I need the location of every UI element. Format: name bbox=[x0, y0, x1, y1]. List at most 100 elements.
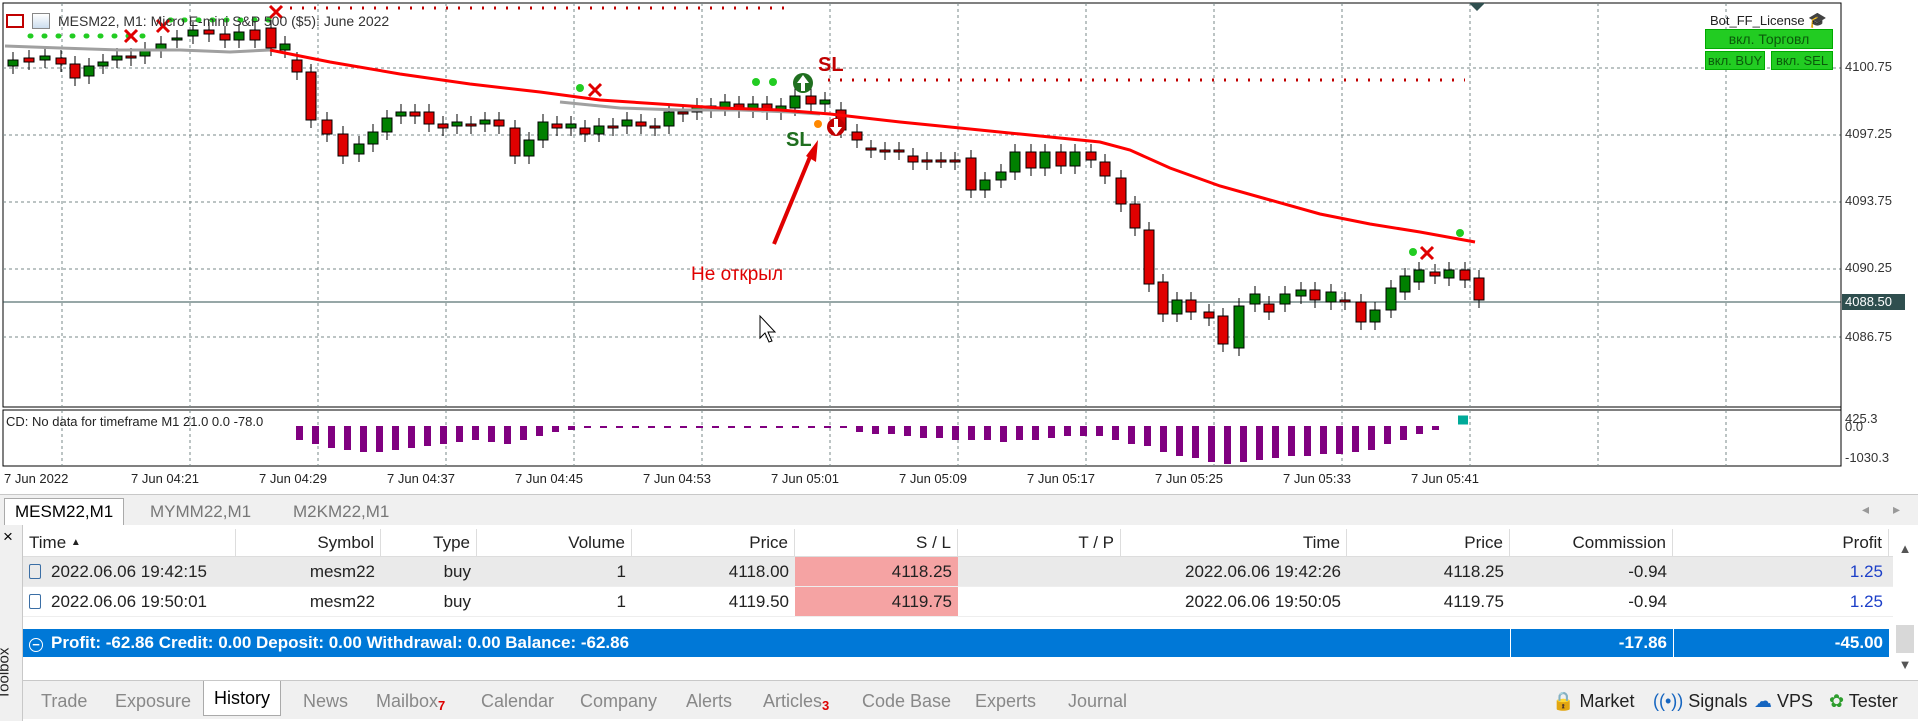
cell-price: 4118.00 bbox=[728, 562, 789, 581]
histogram-bar bbox=[760, 426, 767, 428]
col-volume[interactable]: Volume bbox=[477, 529, 632, 556]
tab-m2km22[interactable]: M2KM22,M1 bbox=[293, 502, 390, 521]
col-commission[interactable]: Commission bbox=[1510, 529, 1673, 556]
trade-toggle-button[interactable]: вкл. Торговл bbox=[1705, 29, 1833, 49]
cell-price: 4119.50 bbox=[728, 592, 789, 611]
candle bbox=[1295, 289, 1307, 297]
time-label: 7 Jun 05:33 bbox=[1283, 471, 1351, 486]
tab-code-base[interactable]: Code Base bbox=[862, 691, 952, 711]
indicator-label: CD: No data for timeframe M1 21.0 0.0 -7… bbox=[6, 414, 264, 429]
tabs-scroll-left-icon[interactable]: ◂ bbox=[1862, 501, 1870, 517]
candle bbox=[97, 61, 109, 67]
collapse-icon[interactable]: − bbox=[29, 638, 43, 652]
market-button[interactable]: 🔒 Market bbox=[1552, 691, 1634, 712]
vps-button[interactable]: ☁ VPS bbox=[1754, 691, 1813, 712]
col-time[interactable]: Time ▲ bbox=[23, 529, 236, 556]
tab-company[interactable]: Company bbox=[580, 691, 658, 711]
scrollbar-thumb[interactable] bbox=[1896, 625, 1914, 653]
candle bbox=[125, 55, 137, 59]
histogram-bar bbox=[1016, 426, 1023, 440]
tab-trade[interactable]: Trade bbox=[41, 691, 88, 711]
tab-exposure[interactable]: Exposure bbox=[115, 691, 192, 711]
histogram-bar bbox=[824, 426, 831, 428]
sell-toggle-button[interactable]: вкл. SEL bbox=[1771, 51, 1833, 70]
document-icon bbox=[29, 594, 41, 609]
candle bbox=[1339, 299, 1351, 303]
buy-toggle-button[interactable]: вкл. BUY bbox=[1705, 51, 1765, 70]
tab-mymm22[interactable]: MYMM22,M1 bbox=[150, 502, 252, 521]
histogram-bar bbox=[664, 426, 671, 428]
col-symbol[interactable]: Symbol bbox=[236, 529, 381, 556]
chart-canvas[interactable] bbox=[0, 0, 1918, 494]
histogram-bar bbox=[1192, 426, 1199, 458]
tab-mailbox-label: Mailbox bbox=[376, 691, 439, 711]
histogram-bar bbox=[344, 426, 351, 450]
chart-icon[interactable] bbox=[32, 13, 50, 29]
candle bbox=[1309, 289, 1321, 301]
candle bbox=[621, 119, 633, 127]
price-label: 4086.75 bbox=[1845, 329, 1892, 344]
scroll-up-icon[interactable]: ▲ bbox=[1898, 541, 1912, 556]
col-sl[interactable]: S / L bbox=[795, 529, 958, 556]
col-profit[interactable]: Profit bbox=[1673, 529, 1889, 556]
summary-text: Profit: -62.86 Credit: 0.00 Deposit: 0.0… bbox=[51, 633, 630, 652]
col-type[interactable]: Type bbox=[381, 529, 477, 556]
summary-row[interactable]: − Profit: -62.86 Credit: 0.00 Deposit: 0.… bbox=[23, 629, 1889, 657]
tab-alerts[interactable]: Alerts bbox=[686, 691, 733, 711]
sl-label-bottom: SL bbox=[786, 129, 812, 151]
toolbox-close-icon[interactable]: × bbox=[3, 527, 13, 546]
candle bbox=[1157, 281, 1169, 315]
candle bbox=[1325, 291, 1337, 303]
scroll-down-icon[interactable]: ▼ bbox=[1898, 657, 1912, 672]
tab-news[interactable]: News bbox=[303, 691, 349, 711]
chart-title-bar: MESM22, M1: Micro E-mini S&P 500 ($5): J… bbox=[6, 10, 389, 32]
tabs-scroll-right-icon[interactable]: ▸ bbox=[1893, 501, 1901, 517]
tab-journal[interactable]: Journal bbox=[1068, 691, 1128, 711]
col-close-time[interactable]: Time bbox=[1121, 529, 1347, 556]
candle bbox=[381, 117, 393, 133]
histogram-bar bbox=[584, 426, 591, 428]
col-price[interactable]: Price bbox=[632, 529, 795, 556]
table-row[interactable]: 2022.06.06 19:42:15 mesm22 buy 1 4118.00… bbox=[23, 557, 1893, 587]
cell-profit: 1.25 bbox=[1849, 592, 1883, 611]
candle bbox=[649, 125, 661, 129]
candle bbox=[1009, 151, 1021, 173]
candle bbox=[879, 149, 891, 153]
license-text: Bot_FF_License bbox=[1710, 13, 1805, 28]
tester-label: Tester bbox=[1848, 691, 1898, 711]
candle bbox=[39, 55, 51, 61]
candle bbox=[1185, 299, 1197, 313]
histogram-bar bbox=[408, 426, 415, 448]
tab-history[interactable]: History bbox=[203, 681, 282, 716]
chart-title: MESM22, M1: Micro E-mini S&P 500 ($5): J… bbox=[58, 13, 390, 29]
menu-icon[interactable] bbox=[6, 14, 24, 28]
price-chart[interactable]: MESM22, M1: Micro E-mini S&P 500 ($5): J… bbox=[0, 0, 1918, 494]
histogram-bar bbox=[296, 426, 303, 440]
table-row[interactable]: 2022.06.06 19:50:01 mesm22 buy 1 4119.50… bbox=[23, 587, 1893, 617]
candle bbox=[219, 33, 231, 41]
histogram-bar bbox=[648, 426, 655, 428]
candle bbox=[579, 127, 591, 135]
histogram-bar bbox=[696, 426, 703, 428]
tab-calendar[interactable]: Calendar bbox=[481, 691, 555, 711]
histogram-bar bbox=[1128, 426, 1135, 444]
candle bbox=[805, 95, 817, 105]
col-tp[interactable]: T / P bbox=[958, 529, 1121, 556]
signals-button[interactable]: ((•)) Signals bbox=[1653, 691, 1747, 712]
tab-experts[interactable]: Experts bbox=[975, 691, 1037, 711]
cell-close-time: 2022.06.06 19:50:05 bbox=[1185, 592, 1341, 611]
histogram-bar bbox=[728, 426, 735, 428]
histogram-bar bbox=[888, 426, 895, 434]
tab-mailbox[interactable]: Mailbox7 bbox=[366, 687, 455, 715]
candle bbox=[395, 111, 407, 117]
candle bbox=[1099, 161, 1111, 177]
tester-button[interactable]: ✿ Tester bbox=[1829, 691, 1898, 712]
candle bbox=[69, 63, 81, 79]
tab-articles[interactable]: Articles3 bbox=[753, 687, 839, 715]
candle bbox=[1443, 269, 1455, 279]
histogram-bar bbox=[1416, 426, 1423, 434]
col-close-price[interactable]: Price bbox=[1347, 529, 1510, 556]
tab-mesm22[interactable]: MESM22,M1 bbox=[4, 498, 125, 525]
candle bbox=[1369, 309, 1381, 323]
current-price-tag: 4088.50 bbox=[1842, 294, 1905, 310]
